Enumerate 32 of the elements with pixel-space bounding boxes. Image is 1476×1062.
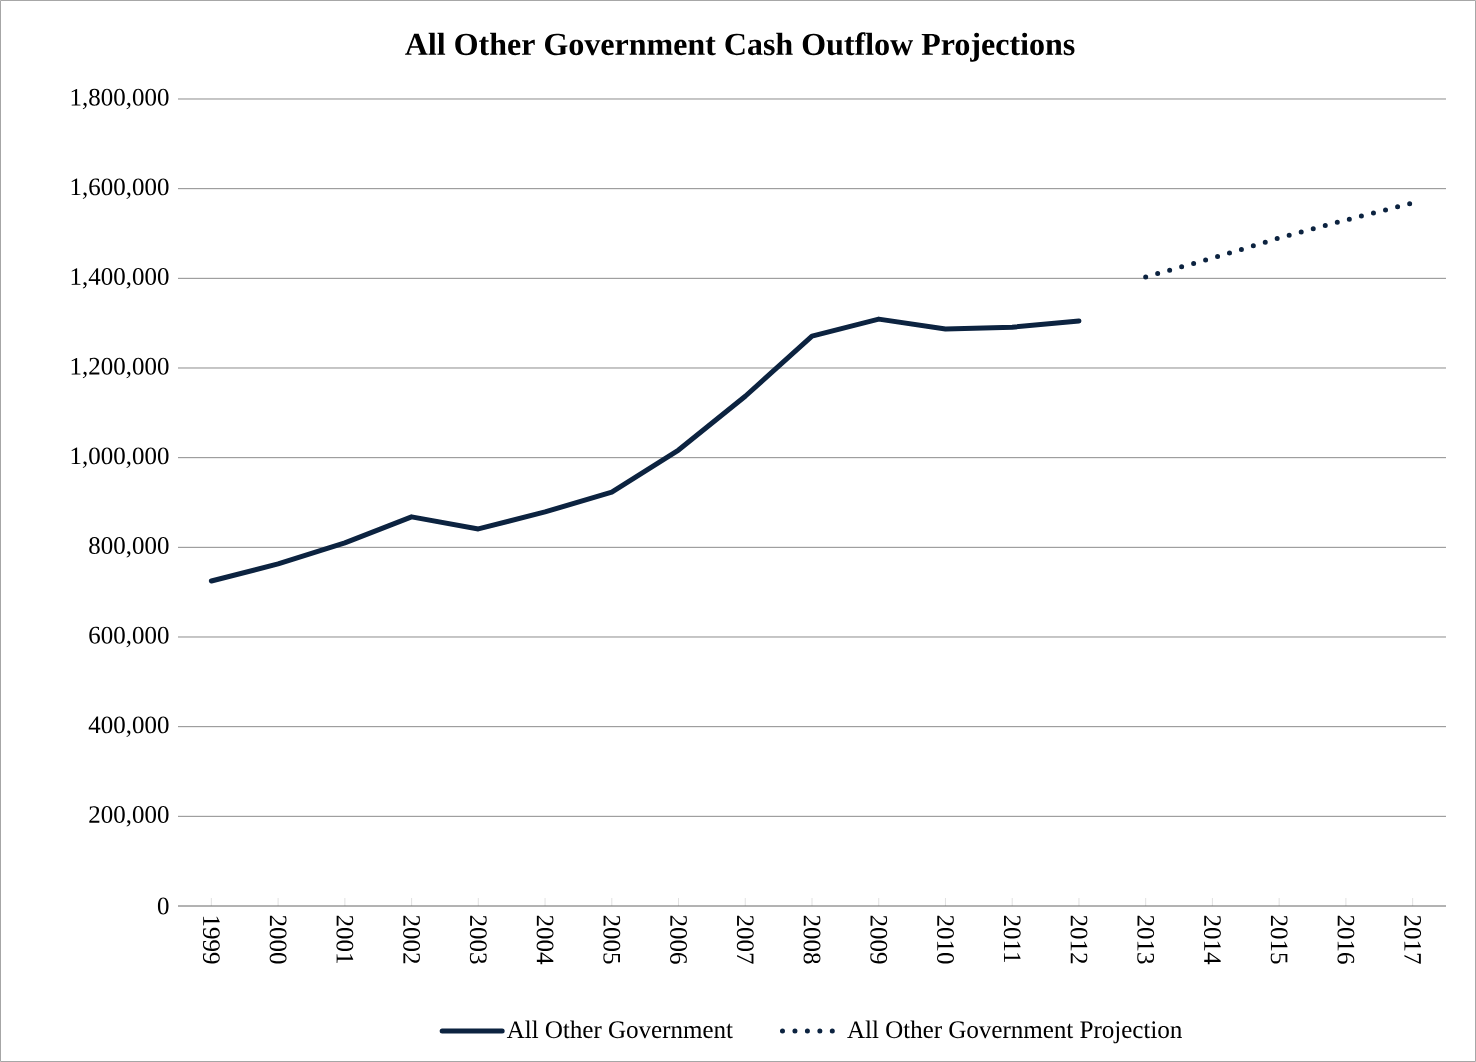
y-tick-label: 400,000 bbox=[88, 716, 169, 737]
x-tick-label: 2007 bbox=[736, 915, 754, 964]
x-tick-label: 2005 bbox=[603, 915, 621, 964]
x-tick-label: 2014 bbox=[1203, 915, 1221, 965]
y-tick-label: 200,000 bbox=[89, 806, 169, 827]
x-tick-label: 2017 bbox=[1404, 915, 1422, 964]
x-tick-label: 2013 bbox=[1137, 915, 1155, 964]
y-tick-label: 0 bbox=[157, 897, 169, 915]
x-tick-label: 2011 bbox=[1003, 915, 1021, 963]
y-tick-label: 1,000,000 bbox=[71, 447, 169, 468]
x-tick-label: 2008 bbox=[803, 915, 821, 964]
x-tick-label: 2015 bbox=[1270, 915, 1288, 964]
legend-label: All Other Government Projection bbox=[847, 1020, 1182, 1044]
x-tick-label: 2003 bbox=[469, 915, 487, 964]
x-tick-label: 2010 bbox=[937, 915, 954, 964]
y-tick-label: 1,600,000 bbox=[71, 178, 169, 199]
y-tick-label: 600,000 bbox=[89, 626, 169, 648]
x-tick-label: 2006 bbox=[670, 915, 687, 964]
x-tick-label: 1999 bbox=[202, 916, 220, 964]
x-tick-label: 2016 bbox=[1337, 915, 1355, 964]
x-tick-label: 2002 bbox=[403, 915, 421, 964]
legend-label: All Other Government bbox=[506, 1020, 733, 1039]
x-tick-label: 2004 bbox=[536, 915, 554, 965]
x-tick-label: 2000 bbox=[269, 915, 287, 964]
y-tick-label: 800,000 bbox=[89, 537, 169, 558]
x-tick-label: 2012 bbox=[1070, 915, 1088, 964]
x-tick-label: 2001 bbox=[336, 915, 354, 964]
chart-title: All Other Government Cash Outflow Projections bbox=[405, 32, 1075, 62]
y-tick-label: 1,800,000 bbox=[71, 88, 169, 110]
y-tick-label: 1,200,000 bbox=[71, 357, 169, 379]
y-tick-label: 1,400,000 bbox=[71, 268, 169, 289]
x-tick-label: 2009 bbox=[870, 915, 888, 964]
